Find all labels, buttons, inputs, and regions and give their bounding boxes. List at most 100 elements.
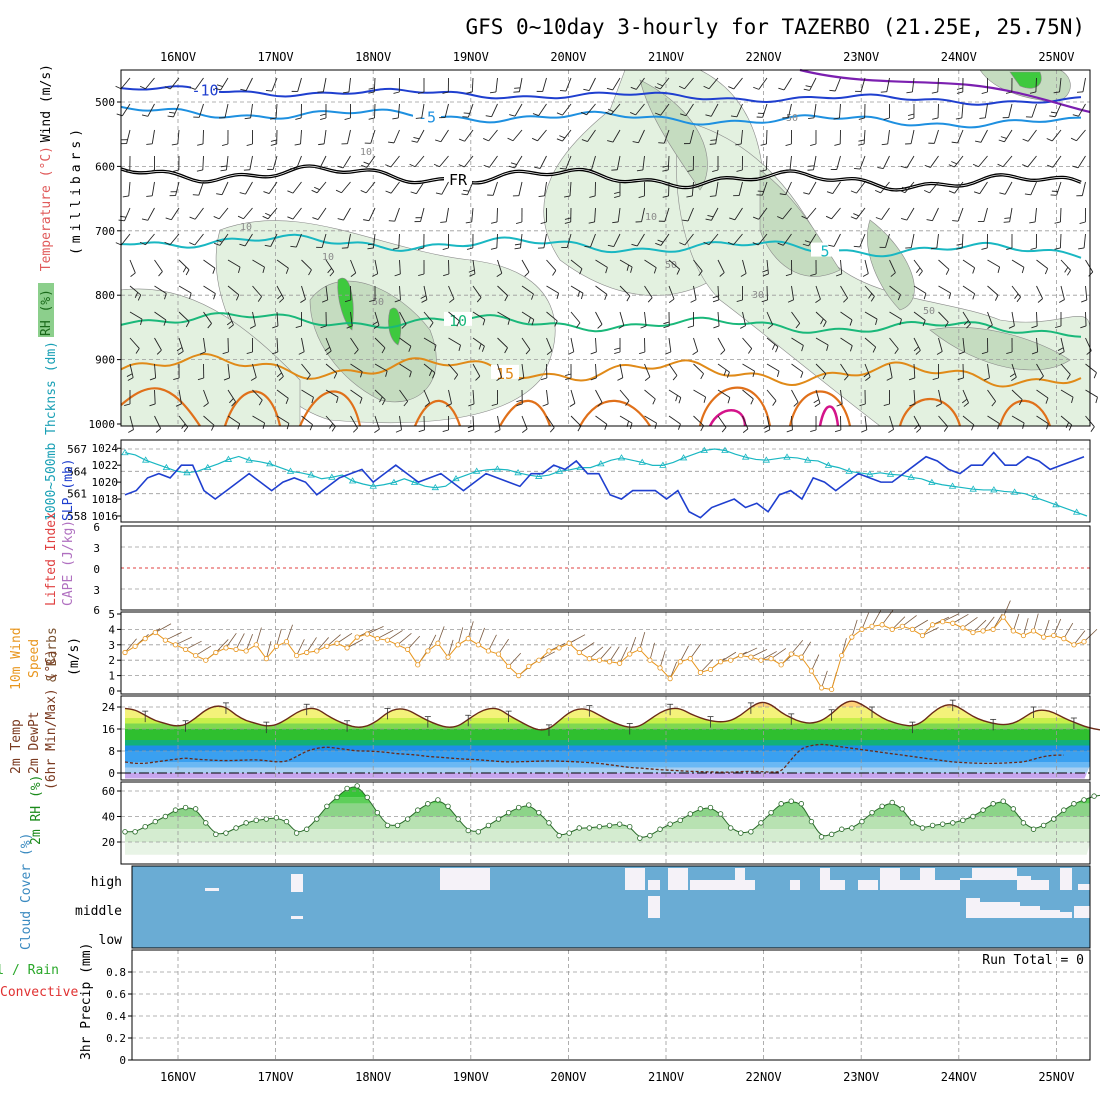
wind-10m-speed-point <box>749 655 753 659</box>
rh-point <box>537 810 542 815</box>
cloud-clear-cell <box>1031 880 1049 890</box>
rh-point <box>244 821 249 826</box>
stability-tick: 3 <box>93 584 100 597</box>
slp-tick: 1020 <box>92 476 119 489</box>
cloud-clear-cell <box>648 880 660 890</box>
stability-tick: 0 <box>93 563 100 576</box>
precip-tick: 0.6 <box>106 988 126 1001</box>
rh-point <box>254 818 259 823</box>
date-label-bottom: 19NOV <box>453 1070 489 1084</box>
ylabel-millibars: (millibars) <box>69 125 84 255</box>
ylabel-wind-10m-1: 10m Wind <box>9 627 24 690</box>
wind-10m-speed-point <box>860 627 864 631</box>
rh-point <box>728 826 733 831</box>
wind-10m-speed-point <box>577 650 581 654</box>
rh-point <box>516 805 521 810</box>
rh-point <box>749 830 754 835</box>
tick-label: 1 <box>108 670 115 683</box>
rh-point <box>567 831 572 836</box>
date-label-bottom: 22NOV <box>746 1070 782 1084</box>
wind-10m-speed-point <box>274 644 278 648</box>
wind-10m-speed-point <box>395 643 399 647</box>
cloud-clear-cell <box>820 868 830 890</box>
date-label-top: 25NOV <box>1038 50 1074 64</box>
cloud-clear-cell <box>1074 906 1090 918</box>
ylabel-rh: RH (%) <box>39 289 54 336</box>
rh-band <box>121 842 1090 855</box>
rh-point <box>234 826 239 831</box>
rh-point <box>284 819 289 824</box>
rh-point <box>476 830 481 835</box>
rh-point <box>1051 817 1056 822</box>
rh-point <box>436 798 441 803</box>
wind-10m-speed-point <box>1072 643 1076 647</box>
rh-point <box>708 805 713 810</box>
rh-point <box>415 808 420 813</box>
cloud-clear-cell <box>960 878 972 880</box>
tick-label: 800 <box>95 289 115 302</box>
rh-point <box>850 826 855 831</box>
wind-10m-speed-point <box>405 647 409 651</box>
wind-10m-speed-point <box>133 644 137 648</box>
rh-contour-label: 10 <box>360 147 372 158</box>
cloud-clear-cell <box>1078 884 1090 890</box>
rh-point <box>930 823 935 828</box>
date-label-bottom: 25NOV <box>1038 1070 1074 1084</box>
rh-point <box>779 801 784 806</box>
wind-10m-speed-point <box>809 669 813 673</box>
wind-10m-speed-point <box>910 627 914 631</box>
rh-point <box>395 823 400 828</box>
cloud-clear-cell <box>935 880 960 890</box>
wind-10m-speed-point <box>940 620 944 624</box>
rh-point <box>547 821 552 826</box>
rh-point <box>981 808 986 813</box>
cloud-clear-cell <box>291 916 303 919</box>
rh-point <box>1092 794 1097 799</box>
cloud-clear-cell <box>205 888 219 891</box>
date-label-top: 18NOV <box>355 50 391 64</box>
rh-point <box>577 826 582 831</box>
cloud-cover-fill <box>132 866 1090 948</box>
tick-label: 500 <box>95 96 115 109</box>
rh-point <box>335 795 340 800</box>
wind-barb-shaft <box>1086 312 1087 326</box>
tick-label: 0 <box>108 767 115 780</box>
wind-10m-speed-point <box>870 624 874 628</box>
stability-tick: 6 <box>93 521 100 534</box>
stability-tick: 6 <box>93 604 100 617</box>
precip-tick: 0.4 <box>106 1010 126 1023</box>
rh-point <box>304 827 309 832</box>
rh-point <box>759 821 764 826</box>
rh-point <box>486 823 491 828</box>
date-label-top: 24NOV <box>941 50 977 64</box>
wind-10m-speed-point <box>789 652 793 656</box>
cloud-clear-cell <box>648 896 660 918</box>
rh-point <box>829 832 834 837</box>
rh-point <box>315 817 320 822</box>
rh-point <box>405 817 410 822</box>
wind-10m-speed-point <box>284 640 288 644</box>
precip-tick: 0 <box>119 1054 126 1067</box>
rh-contour-label: 10 <box>645 212 657 223</box>
wind-10m-speed-point <box>365 632 369 636</box>
wind-10m-speed-point <box>900 624 904 628</box>
wind-10m-speed-point <box>587 656 591 660</box>
wind-10m-speed-point <box>779 663 783 667</box>
date-label-bottom: 20NOV <box>550 1070 586 1084</box>
date-label-top: 20NOV <box>550 50 586 64</box>
wind-barb-feather <box>585 246 591 247</box>
wind-10m-speed-point <box>668 676 672 680</box>
wind-10m-speed-point <box>769 656 773 660</box>
wind-10m-speed-point <box>829 687 833 691</box>
rh-point <box>375 810 380 815</box>
wind-barb-feather <box>416 118 422 119</box>
temp-band <box>121 746 1090 752</box>
wind-barb-feather <box>1004 222 1010 223</box>
tick-label: 0 <box>108 685 115 698</box>
wind-barb-feather <box>440 222 446 223</box>
date-label-top: 16NOV <box>160 50 196 64</box>
cloud-clear-cell <box>690 880 735 890</box>
rh-point <box>385 823 390 828</box>
wind-10m-speed-point <box>456 643 460 647</box>
precip-tick: 0.2 <box>106 1032 126 1045</box>
